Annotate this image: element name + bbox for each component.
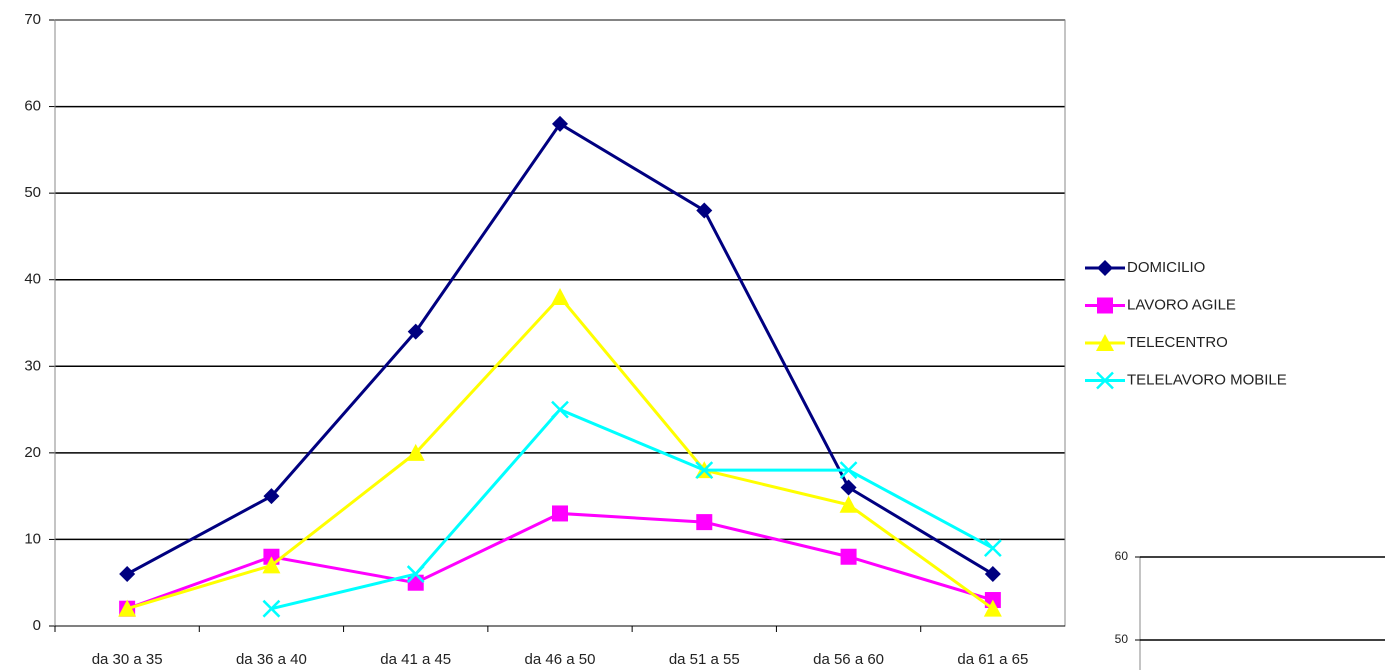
point: [407, 574, 424, 591]
y-tick-label: 0: [33, 617, 41, 634]
point: [551, 400, 569, 419]
y-tick-label: 30: [24, 357, 41, 374]
plot-frame: [54, 19, 1066, 627]
point: [839, 495, 858, 513]
point: [840, 548, 857, 565]
point: [552, 115, 568, 132]
point: [696, 202, 713, 219]
y-tick-label: 50: [1115, 632, 1129, 646]
x-tick-label: da 51 a 55: [669, 651, 740, 668]
legend-label: LAVORO AGILE: [1127, 296, 1236, 313]
series-line: [126, 511, 994, 611]
point: [983, 539, 1002, 557]
point: [263, 488, 280, 505]
point: [407, 323, 424, 340]
series-line: [271, 407, 994, 611]
legend-label: TELECENTRO: [1127, 334, 1228, 351]
point: [551, 288, 569, 306]
point: [262, 556, 281, 574]
point: [984, 566, 1001, 583]
legend-label: TELELAVORO MOBILE: [1127, 371, 1287, 388]
point: [983, 599, 1002, 617]
y-tick-label: 40: [24, 271, 41, 288]
legend-marker: [1097, 260, 1113, 276]
x-tick-label: da 41 a 45: [380, 651, 451, 668]
point: [262, 599, 281, 618]
legend-marker: [1097, 297, 1113, 314]
x-tick-label: da 61 a 65: [957, 651, 1028, 668]
legend-marker: [1096, 371, 1114, 390]
point: [839, 461, 858, 480]
point: [118, 599, 137, 617]
x-tick-label: da 30 a 35: [92, 651, 163, 668]
legend-marker: [1096, 334, 1114, 351]
x-tick-label: da 56 a 60: [813, 651, 884, 668]
y-tick-label: 50: [24, 184, 41, 201]
x-tick-label: da 36 a 40: [236, 651, 307, 668]
point: [406, 443, 425, 461]
point: [695, 461, 714, 480]
point: [840, 479, 857, 496]
point: [696, 514, 713, 531]
point: [552, 505, 568, 522]
x-tick-label: da 46 a 50: [525, 651, 596, 668]
y-tick-label: 20: [24, 444, 41, 461]
y-tick-label: 10: [24, 530, 41, 547]
point: [119, 566, 136, 583]
legend-label: DOMICILIO: [1127, 259, 1205, 276]
y-tick-label: 70: [24, 11, 41, 28]
point: [406, 565, 425, 583]
y-tick-label: 60: [1115, 549, 1129, 563]
y-tick-label: 60: [24, 98, 41, 115]
